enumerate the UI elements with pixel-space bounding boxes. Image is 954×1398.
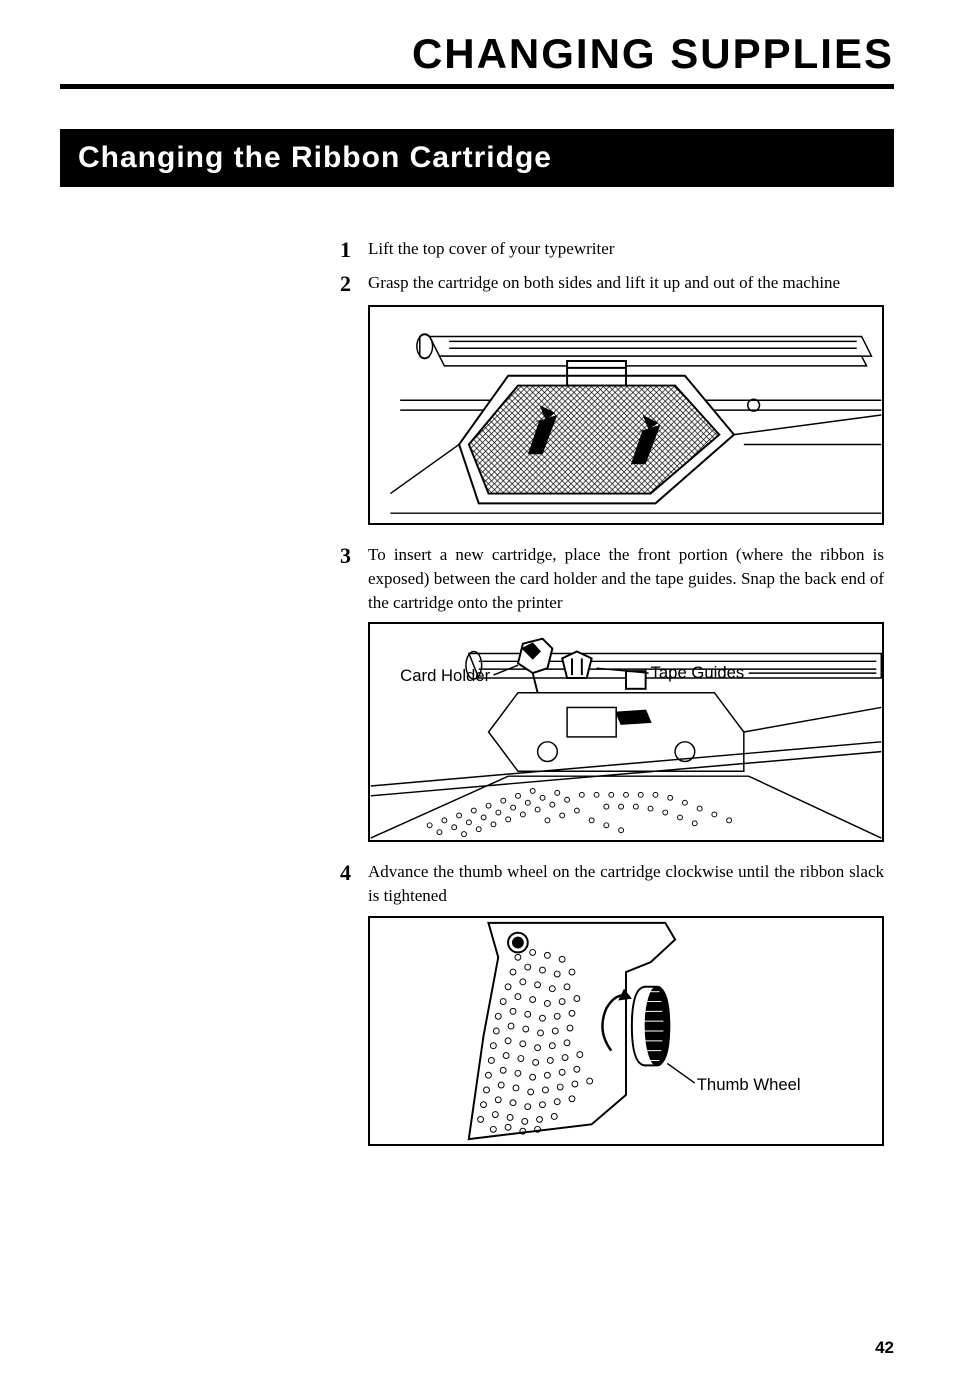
section-header: Changing the Ribbon Cartridge	[60, 129, 894, 187]
step-text: Grasp the cartridge on both sides and li…	[368, 271, 884, 297]
figure-thumb-wheel: Thumb Wheel	[368, 916, 884, 1146]
step-number: 2	[340, 271, 368, 297]
step-number: 1	[340, 237, 368, 263]
step-number: 4	[340, 860, 368, 908]
page-number: 42	[875, 1338, 894, 1358]
step-3: 3 To insert a new cartridge, place the f…	[340, 543, 884, 614]
page-title: CHANGING SUPPLIES	[60, 30, 894, 89]
content-area: 1 Lift the top cover of your typewriter …	[340, 237, 884, 1146]
card-holder-label: Card Holder	[400, 666, 490, 685]
figure-cartridge-removal	[368, 305, 884, 525]
step-number: 3	[340, 543, 368, 614]
step-text: To insert a new cartridge, place the fro…	[368, 543, 884, 614]
step-text: Lift the top cover of your typewriter	[368, 237, 884, 263]
tape-guides-label: Tape Guides	[651, 663, 745, 682]
figure-cartridge-insertion: Card Holder Tape Guides	[368, 622, 884, 842]
step-2: 2 Grasp the cartridge on both sides and …	[340, 271, 884, 297]
thumb-wheel-label: Thumb Wheel	[697, 1075, 801, 1094]
step-text: Advance the thumb wheel on the cartridge…	[368, 860, 884, 908]
step-1: 1 Lift the top cover of your typewriter	[340, 237, 884, 263]
step-4: 4 Advance the thumb wheel on the cartrid…	[340, 860, 884, 908]
